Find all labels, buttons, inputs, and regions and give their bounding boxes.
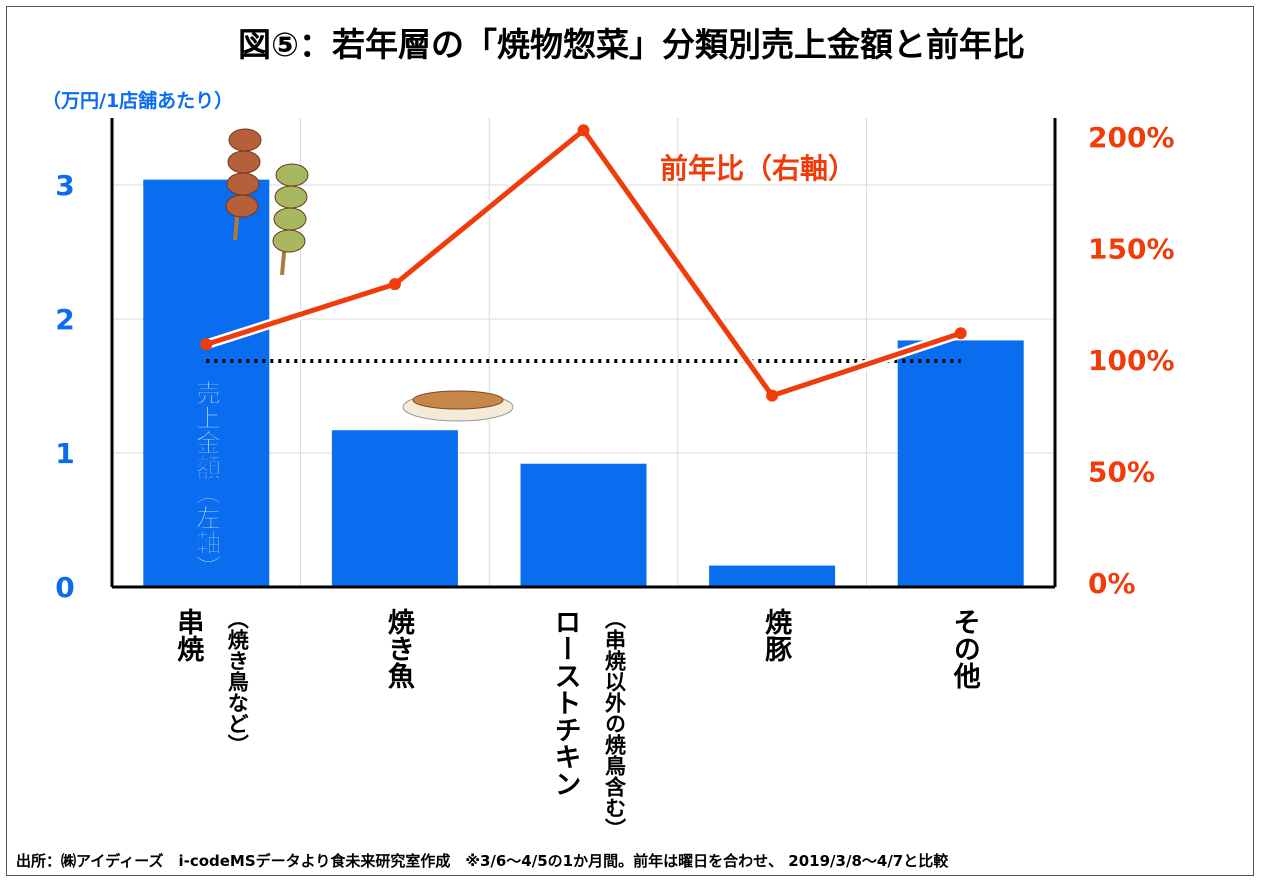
category-label: ローストチキン (549, 608, 581, 797)
right-tick-label: 50% (1088, 456, 1155, 489)
bar-0 (143, 179, 270, 587)
skewer-meat-icon (273, 207, 307, 231)
bar-4 (897, 340, 1024, 587)
right-tick-label: 200% (1088, 121, 1175, 154)
left-tick-label: 3 (55, 169, 74, 202)
yoy-point-4 (954, 327, 967, 340)
skewer-meat-icon (272, 229, 306, 253)
left-tick-label: 0 (55, 571, 74, 604)
skewer-meat-icon (274, 185, 308, 209)
source-footnote: 出所：㈱アイディーズ i-codeMSデータより食未来研究室作成 ※3/6～4/… (16, 852, 949, 870)
chart-frame (6, 6, 1254, 876)
category-label: 串焼 (172, 608, 204, 662)
bar-series-label: 売上金額（左軸） (193, 380, 223, 580)
bar-3 (709, 565, 836, 587)
category-note: （串焼以外の焼鳥含む） (602, 608, 627, 839)
right-tick-label: 0% (1088, 567, 1136, 600)
right-tick-label: 150% (1088, 233, 1175, 266)
skewer-meat-icon (228, 128, 262, 152)
bar-1 (331, 430, 458, 587)
grilled-fish-icon (412, 390, 504, 410)
category-label: 焼豚 (760, 608, 792, 662)
line-series-label: 前年比（右軸） (660, 152, 856, 185)
bar-2 (520, 463, 647, 587)
yoy-point-2 (577, 124, 590, 137)
chart-title: 図⑤：若年層の「焼物惣菜」分類別売上金額と前年比 (238, 25, 1025, 64)
skewer-meat-icon (225, 194, 259, 218)
category-note: （焼き鳥など） (225, 608, 250, 755)
left-axis-unit-label: （万円/1店舗あたり） (42, 90, 234, 112)
category-label: その他 (948, 608, 980, 689)
skewer-meat-icon (227, 150, 261, 174)
category-label: 焼き魚 (382, 608, 414, 689)
right-tick-label: 100% (1088, 344, 1175, 377)
skewer-meat-icon (275, 163, 309, 187)
skewer-meat-icon (226, 172, 260, 196)
left-tick-label: 1 (55, 437, 74, 470)
yoy-point-3 (766, 389, 779, 402)
yoy-point-0 (200, 338, 213, 351)
yoy-point-1 (388, 278, 401, 291)
left-tick-label: 2 (55, 303, 74, 336)
